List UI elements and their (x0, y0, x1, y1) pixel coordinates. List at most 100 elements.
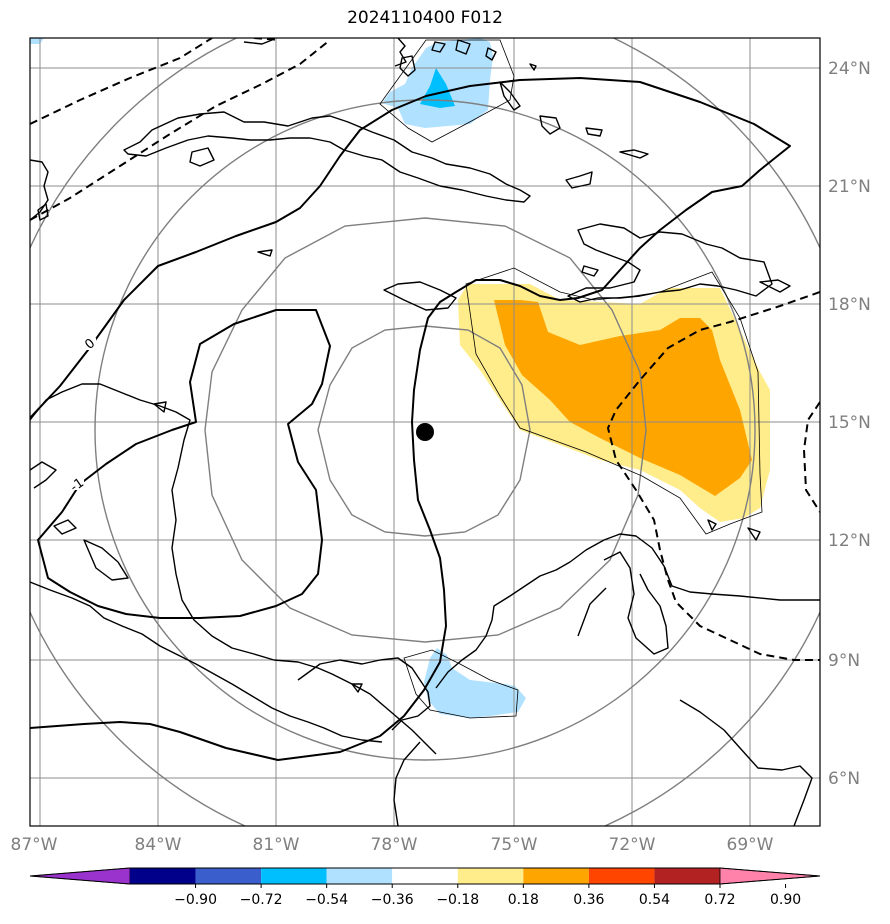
coastline-lake (83, 539, 129, 581)
shading-light-blue-south (424, 648, 526, 718)
colorbar-segment (326, 868, 393, 884)
shading-orange-east (494, 300, 752, 496)
colorbar-segment (523, 868, 589, 884)
coastline-isla-juventud (189, 147, 215, 167)
lon-tick-labels: 87°W 84°W 81°W 78°W 75°W 72°W 69°W (11, 835, 774, 855)
colorbar-label: −0.90 (174, 892, 217, 908)
distance-ring (204, 217, 647, 643)
lat-tick-label: 24°N (828, 59, 871, 79)
coastline-puerto-rico (759, 279, 791, 293)
coastline (257, 249, 273, 257)
lat-tick-labels: 24°N 21°N 18°N 15°N 12°N 9°N 6°N (828, 59, 871, 789)
coastline-venezuela-gulf (603, 551, 669, 655)
colorbar-label: 0.72 (704, 892, 735, 908)
contour-line-dashed (30, 39, 331, 221)
coastline (351, 683, 363, 693)
colorbar: −0.90 −0.72 −0.54 −0.36 −0.18 0.18 0.36 0.54 0.7… (29, 867, 821, 908)
coastline (581, 265, 599, 277)
lat-tick-label: 6°N (828, 769, 860, 789)
coastline-colombia (435, 533, 820, 689)
distance-rings (30, 38, 820, 826)
colorbar-segment (719, 867, 821, 885)
coastline-hispaniola (567, 223, 773, 303)
coastline (529, 63, 537, 71)
coastline (37, 203, 49, 221)
lon-tick-label: 81°W (253, 835, 300, 855)
region-outline (403, 649, 519, 719)
region-outline (379, 39, 515, 143)
lat-tick-label: 18°N (828, 295, 871, 315)
contour-line-dashed (607, 291, 820, 661)
lat-tick-label: 9°N (828, 651, 860, 671)
contour-labels: 0 -1 (68, 336, 99, 495)
colorbar-label: 0.90 (770, 892, 801, 908)
coastline (585, 127, 603, 137)
lat-tick-label: 15°N (828, 413, 871, 433)
coastline (30, 159, 49, 221)
contour-line-dashed (30, 38, 213, 125)
map-area: 0 -1 (30, 38, 820, 826)
colorbar-label: 0.54 (639, 892, 670, 908)
colorbar-label: −0.54 (305, 892, 348, 908)
colorbar-segment (130, 868, 196, 884)
coastline (565, 171, 593, 189)
colorbar-segment (392, 868, 458, 884)
contour-line (30, 77, 791, 761)
colorbar-segment (29, 867, 131, 885)
colorbar-border (29, 867, 821, 885)
shading-light-blue-corner (30, 38, 44, 44)
lon-tick-label: 72°W (609, 835, 656, 855)
colorbar-segment (261, 868, 327, 884)
coastline (399, 55, 416, 77)
colorbar-label: −0.18 (436, 892, 479, 908)
coastline (53, 519, 77, 535)
distance-ring (317, 325, 531, 537)
coastline (707, 519, 717, 531)
colorbar-label: −0.36 (371, 892, 414, 908)
coastline (153, 401, 167, 413)
shading-outlines (379, 39, 763, 719)
lon-tick-label: 87°W (11, 835, 58, 855)
coastline (243, 39, 273, 45)
shading-deep-sky-blue-north (420, 68, 455, 108)
shading-layer (30, 38, 770, 718)
colorbar-segment (195, 868, 262, 884)
colorbar-segment (654, 868, 720, 884)
lon-tick-label: 84°W (135, 835, 182, 855)
colorbar-label: −0.72 (240, 892, 283, 908)
colorbar-label: 0.18 (508, 892, 539, 908)
coastline (499, 81, 521, 111)
coastline-jamaica (383, 281, 457, 311)
coastline (747, 527, 761, 541)
coastline-caribbean-coast (30, 581, 383, 743)
lat-tick-label: 12°N (828, 531, 871, 551)
contour-line-inner (37, 309, 331, 619)
map-title: 2024110400 F012 (347, 8, 503, 28)
coastline (619, 149, 649, 159)
coastline-south-america (393, 741, 421, 826)
coastline (431, 41, 446, 53)
coastline (30, 461, 57, 489)
coastline-central-america (30, 383, 437, 755)
coastline (539, 115, 561, 135)
coastline (455, 39, 471, 55)
solid-contours (30, 77, 791, 761)
coastlines (30, 38, 820, 826)
region-outline (465, 267, 763, 535)
colorbar-segment (457, 868, 524, 884)
coastline (485, 47, 497, 61)
coastline-cuba (123, 111, 531, 203)
graticule (30, 38, 820, 826)
lon-tick-label: 75°W (491, 835, 538, 855)
colorbar-segment (588, 868, 655, 884)
colorbar-label: 0.36 (573, 892, 604, 908)
coastline (577, 587, 607, 637)
distance-ring (94, 99, 756, 761)
map-frame (29, 37, 821, 827)
coastline (394, 38, 407, 67)
lon-tick-label: 78°W (371, 835, 418, 855)
coastline-panama (297, 657, 431, 731)
coastline (679, 699, 813, 826)
contour-line-dashed (803, 401, 820, 513)
